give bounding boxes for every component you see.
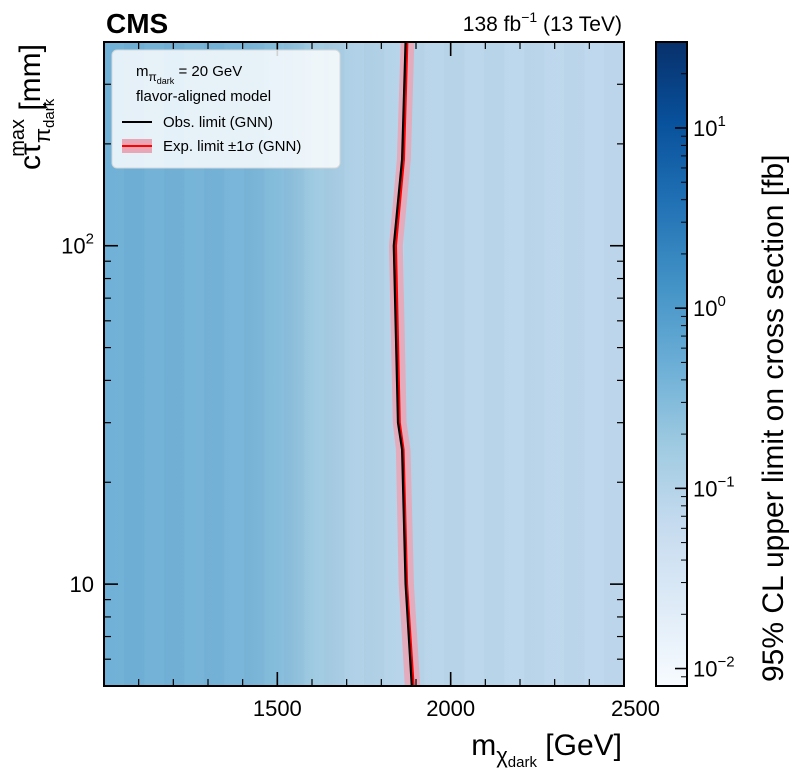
heatmap-cell-column <box>504 42 525 686</box>
x-tick-label: 2000 <box>426 696 475 721</box>
plot-frame <box>103 41 625 687</box>
y-axis-title: cτπdarkmax [mm] <box>7 44 58 170</box>
colorbar-title: 95% CL upper limit on cross section [fb] <box>757 155 790 682</box>
lumi-value: 138 fb <box>463 13 521 36</box>
heatmap-cell-column <box>544 42 565 686</box>
y-tick-label: 10 <box>70 572 94 597</box>
heatmap-cell-column <box>604 42 625 686</box>
lumi-exponent: −1 <box>521 9 537 25</box>
x-axis-ticks: 1500 2000 2500 <box>138 42 660 721</box>
experiment-label: CMS <box>106 8 168 39</box>
limit-curves <box>389 42 421 686</box>
colorbar-tick-label: 100 <box>693 293 726 321</box>
luminosity-label: 138 fb−1 (13 TeV) <box>463 9 622 36</box>
colorbar-bar <box>655 41 688 687</box>
legend-box <box>111 49 341 169</box>
exp-limit-band <box>389 42 421 686</box>
heatmap-cell-column <box>424 42 445 686</box>
x-tick-label: 2500 <box>611 696 660 721</box>
colorbar-ticks: 10−2 10−1 100 101 <box>675 41 735 687</box>
heatmap-cell-column <box>444 42 465 686</box>
exp-limit-line <box>394 42 415 686</box>
y-tick-label: 102 <box>61 231 94 259</box>
colorbar-tick-label: 10−2 <box>693 654 735 682</box>
heatmap-cell-column <box>364 42 385 686</box>
legend: mπdark = 20 GeV flavor-aligned model Obs… <box>111 49 341 169</box>
heatmap-cell-column <box>464 42 485 686</box>
x-tick-label: 1500 <box>253 696 302 721</box>
heatmap-cell-column <box>524 42 545 686</box>
heatmap-cell-column <box>564 42 585 686</box>
legend-model-header: flavor-aligned model <box>136 88 271 105</box>
legend-mass-header: mπdark = 20 GeV <box>136 63 242 86</box>
legend-obs-label: Obs. limit (GNN) <box>163 114 273 131</box>
colorbar-tick-label: 101 <box>693 113 726 141</box>
colorbar-tick-label: 10−1 <box>693 473 735 501</box>
heatmap-cell-column <box>584 42 605 686</box>
x-axis-title: mχdark [GeV] <box>471 729 622 771</box>
heatmap-cell-column <box>344 42 365 686</box>
heatmap-cell-column <box>484 42 505 686</box>
legend-exp-label: Exp. limit ±1σ (GNN) <box>163 138 301 155</box>
obs-limit-line <box>392 42 413 686</box>
colorbar: 10−2 10−1 100 101 95% CL upper limit on cro… <box>655 41 790 687</box>
lumi-energy: (13 TeV) <box>543 13 622 36</box>
